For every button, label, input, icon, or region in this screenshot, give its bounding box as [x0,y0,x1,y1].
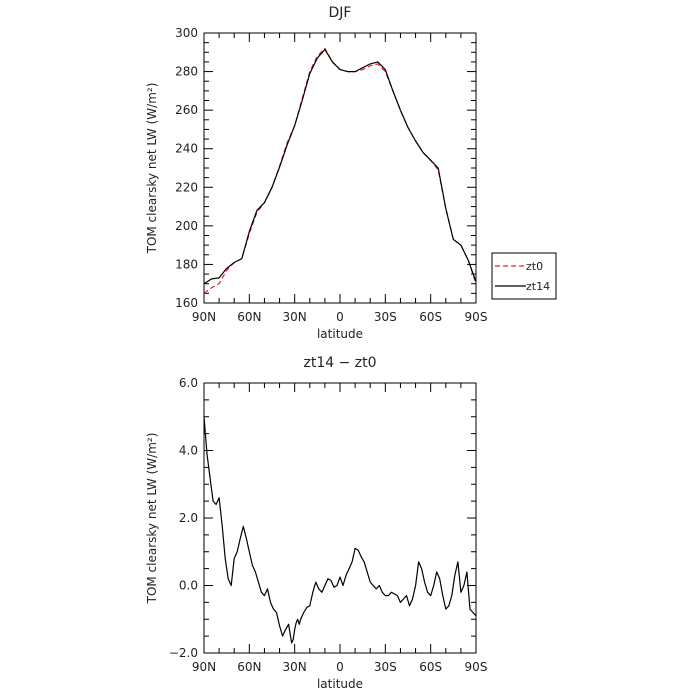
x-tick-label: 30S [374,660,397,674]
x-tick-label: 60S [419,660,442,674]
chart-title: zt14 − zt0 [303,355,376,371]
y-tick-label: 240 [175,142,198,156]
plot-frame [203,382,477,654]
x-tick-label: 30N [283,660,307,674]
y-tick-label: 0.0 [179,579,198,593]
x-tick-label: 90S [465,660,488,674]
series-line-zt0 [203,47,477,294]
x-tick-label: 90N [192,660,216,674]
x-tick-label: 0 [336,660,344,674]
x-tick-label: 0 [336,310,344,324]
y-tick-label: 220 [175,180,198,194]
y-tick-label: 200 [175,219,198,233]
panel-1: DJF 160 180 200 220 240 260 280 300 90N 60N 30N 0 30S… [145,5,557,341]
x-tick-label: 30S [374,310,397,324]
y-axis-label: TOM clearsky net LW (W/m²) [145,83,159,255]
plot-frame [203,32,477,304]
y-tick-label: 160 [175,296,198,310]
series-line-zt14 [203,48,477,285]
y-tick-label: −2.0 [169,646,198,660]
y-tick-label: 260 [175,103,198,117]
x-axis-label: latitude [317,677,363,691]
x-axis-label: latitude [317,327,363,341]
x-tick-label: 60N [237,660,261,674]
legend-label-zt14: zt14 [526,280,550,293]
y-tick-label: 180 [175,257,198,271]
x-tick-label: 60S [419,310,442,324]
y-tick-label: 280 [175,65,198,79]
x-tick-label: 60N [237,310,261,324]
legend-label-zt0: zt0 [526,260,543,273]
y-axis-label: TOM clearsky net LW (W/m²) [145,433,159,605]
y-tick-label: 300 [175,26,198,40]
y-tick-label: 4.0 [179,444,198,458]
y-tick-label: 2.0 [179,511,198,525]
x-tick-label: 90N [192,310,216,324]
series-line-series-1 [203,416,477,644]
legend-box [491,252,557,300]
legend: zt0 zt14 [491,252,557,300]
y-tick-label: 6.0 [179,376,198,390]
x-tick-label: 90S [465,310,488,324]
panel-2: zt14 − zt0 −2.0 0.0 2.0 4.0 6.0 90N 60N 30N 0 30S 6… [145,355,487,691]
chart-title: DJF [329,5,352,21]
x-tick-label: 30N [283,310,307,324]
